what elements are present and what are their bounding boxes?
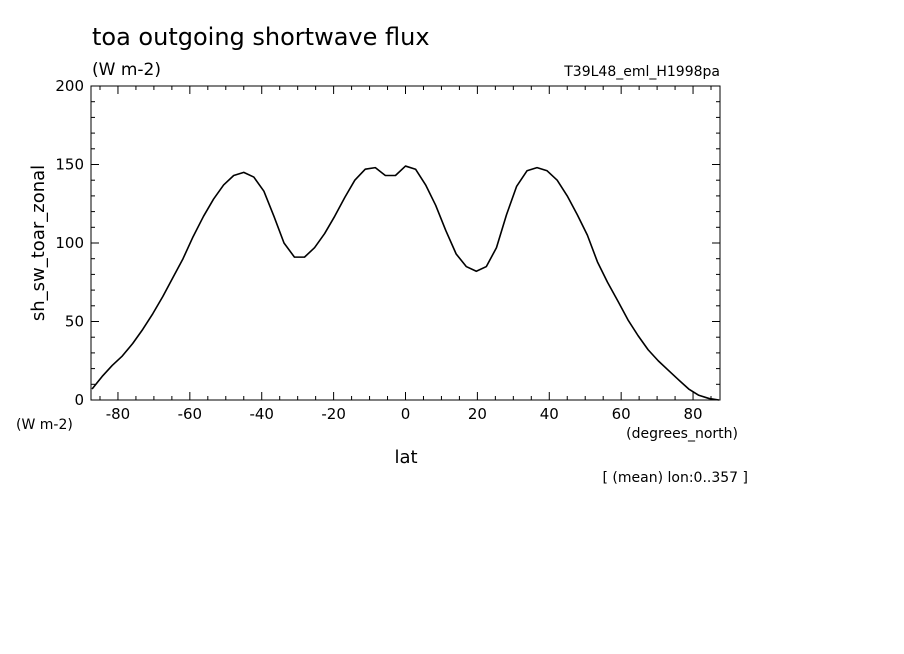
y-tick-label: 100 [55,234,84,252]
x-tick-label: 0 [401,405,411,423]
x-tick-label: -80 [106,405,131,423]
x-tick-label: -20 [321,405,346,423]
x-tick-label: 60 [612,405,631,423]
y-axis-title: sh_sw_toar_zonal [28,165,49,321]
y-tick-label: 50 [65,313,84,331]
series-line [91,165,720,401]
x-tick-label: 80 [683,405,702,423]
chart-title: toa outgoing shortwave flux [92,23,430,51]
y-axis-ticks: 0 50 100 150 200 [55,77,720,409]
y-tick-label: 200 [55,77,84,95]
y-tick-label: 150 [55,156,84,174]
x-tick-label: -60 [178,405,203,423]
plot-frame [90,85,721,401]
y-axis-units: (W m-2) [16,417,73,433]
footnote: [ (mean) lon:0..357 ] [603,470,748,486]
experiment-label: T39L48_eml_H1998pa [563,64,720,80]
chart-title-units: (W m-2) [92,60,161,80]
x-tick-label: 20 [468,405,487,423]
x-axis-title: lat [394,447,417,468]
x-tick-label: -40 [249,405,274,423]
x-axis-ticks: -80 -60 -40 -20 0 20 40 60 80 [99,86,712,423]
x-axis-units: (degrees_north) [626,426,738,442]
y-tick-label: 0 [74,391,84,409]
x-tick-label: 40 [540,405,559,423]
